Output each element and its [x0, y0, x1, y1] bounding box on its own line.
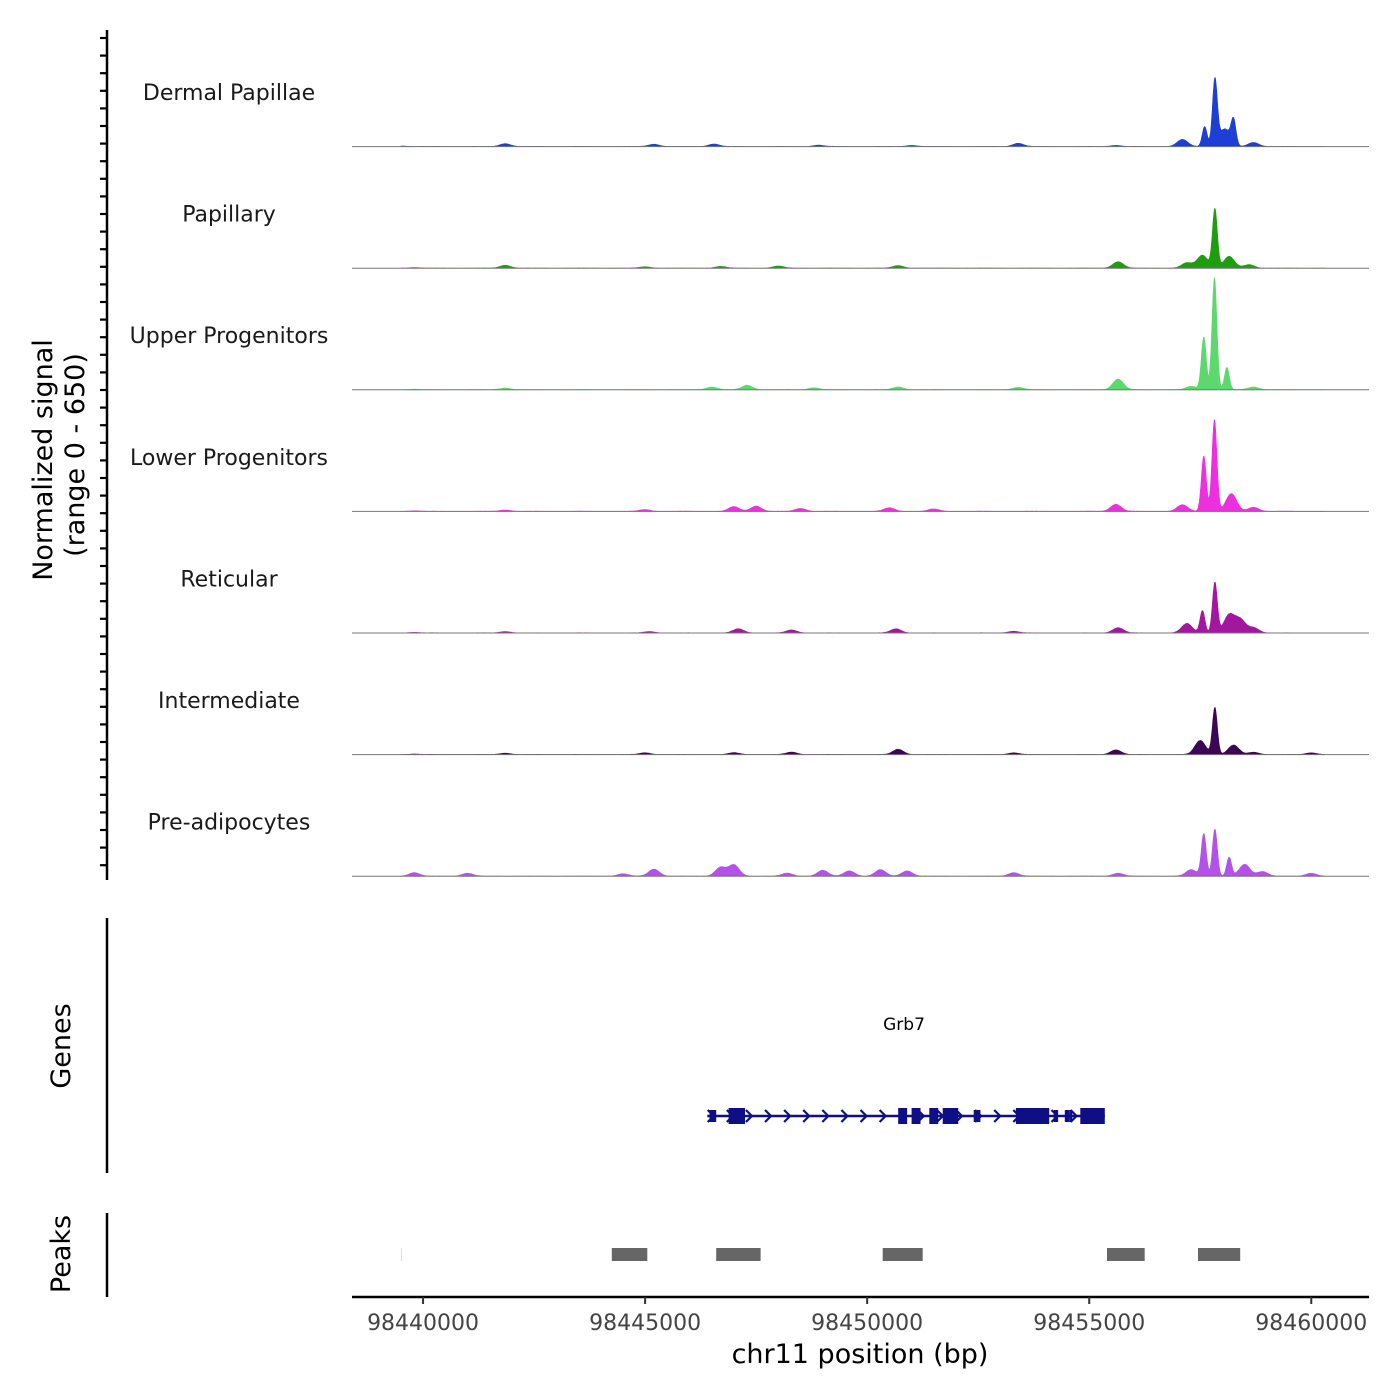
strand-arrow [859, 1109, 869, 1123]
strand-arrow [840, 1109, 849, 1123]
peak-region [611, 1248, 648, 1261]
strand-arrow [745, 1109, 754, 1123]
coverage-area [400, 707, 1326, 755]
coverage-area [400, 277, 1325, 391]
peak-track [400, 1248, 1241, 1261]
peak-region [1198, 1248, 1241, 1261]
peaks-track-label: Peaks [46, 1215, 77, 1293]
track-0: Dermal Papillae [143, 76, 1369, 148]
peak-region [882, 1248, 923, 1261]
gene-exon [1080, 1108, 1090, 1124]
strand-arrow [821, 1109, 830, 1123]
gene-exon [1015, 1108, 1050, 1124]
strand-arrow [764, 1109, 773, 1123]
track-label: Dermal Papillae [143, 81, 315, 106]
x-axis-ticks: 98440000 98445000 98450000 98455000 98460000 [367, 1297, 1367, 1336]
x-tick-label: 98450000 [811, 1311, 923, 1336]
x-tick-label: 98460000 [1255, 1311, 1367, 1336]
track-1: Papillary [182, 203, 1369, 269]
track-label: Papillary [182, 203, 276, 228]
gene-exon [1084, 1108, 1105, 1124]
strand-arrow [878, 1109, 888, 1123]
gene-exon [911, 1108, 921, 1124]
coverage-area [400, 829, 1326, 877]
strand-arrow [783, 1109, 792, 1123]
gene-exon [1069, 1110, 1073, 1122]
gene-exon [1064, 1110, 1070, 1122]
coverage-area [400, 581, 1325, 634]
strand-arrow [1069, 1109, 1079, 1123]
genes-track-label: Genes [46, 1003, 77, 1088]
x-tick-label: 98440000 [367, 1311, 479, 1336]
track-3: Lower Progenitors [130, 419, 1369, 512]
track-6: Pre-adipocytes [148, 811, 1369, 877]
coverage-area [400, 208, 1326, 269]
track-label: Intermediate [158, 689, 300, 714]
track-label: Lower Progenitors [130, 446, 328, 471]
coverage-area [400, 419, 1325, 512]
gene-exon [728, 1108, 745, 1124]
signal-tracks: Dermal Papillae Papillary Upper Progenitor… [130, 76, 1369, 877]
gene-exon [1053, 1110, 1059, 1122]
track-label: Pre-adipocytes [148, 811, 311, 836]
peak-region [716, 1248, 761, 1261]
track-label: Upper Progenitors [130, 324, 329, 349]
gene-exon [942, 1108, 959, 1124]
gene-exon [973, 1110, 981, 1122]
track-5: Intermediate [158, 689, 1369, 756]
track-4: Reticular [180, 567, 1369, 634]
gene-exon [709, 1110, 717, 1122]
gene-track: Grb7 [706, 1015, 1105, 1124]
y-axis-title-line1: Normalized signal [28, 339, 59, 581]
coverage-area [400, 76, 1325, 147]
gene-label: Grb7 [883, 1015, 925, 1035]
signal-y-axis-ticks [100, 36, 107, 867]
y-axis-title-line2: (range 0 - 650) [60, 353, 91, 557]
track-2: Upper Progenitors [130, 277, 1369, 391]
x-tick-label: 98445000 [589, 1311, 701, 1336]
track-label: Reticular [180, 567, 278, 592]
strand-arrow [802, 1109, 811, 1123]
peak-region [1107, 1248, 1145, 1261]
peak-region [400, 1248, 402, 1261]
x-tick-label: 98455000 [1033, 1311, 1145, 1336]
x-axis-title: chr11 position (bp) [732, 1339, 989, 1370]
strand-arrow [993, 1109, 1002, 1123]
gene-exon [929, 1108, 939, 1124]
gene-exon [898, 1108, 908, 1124]
